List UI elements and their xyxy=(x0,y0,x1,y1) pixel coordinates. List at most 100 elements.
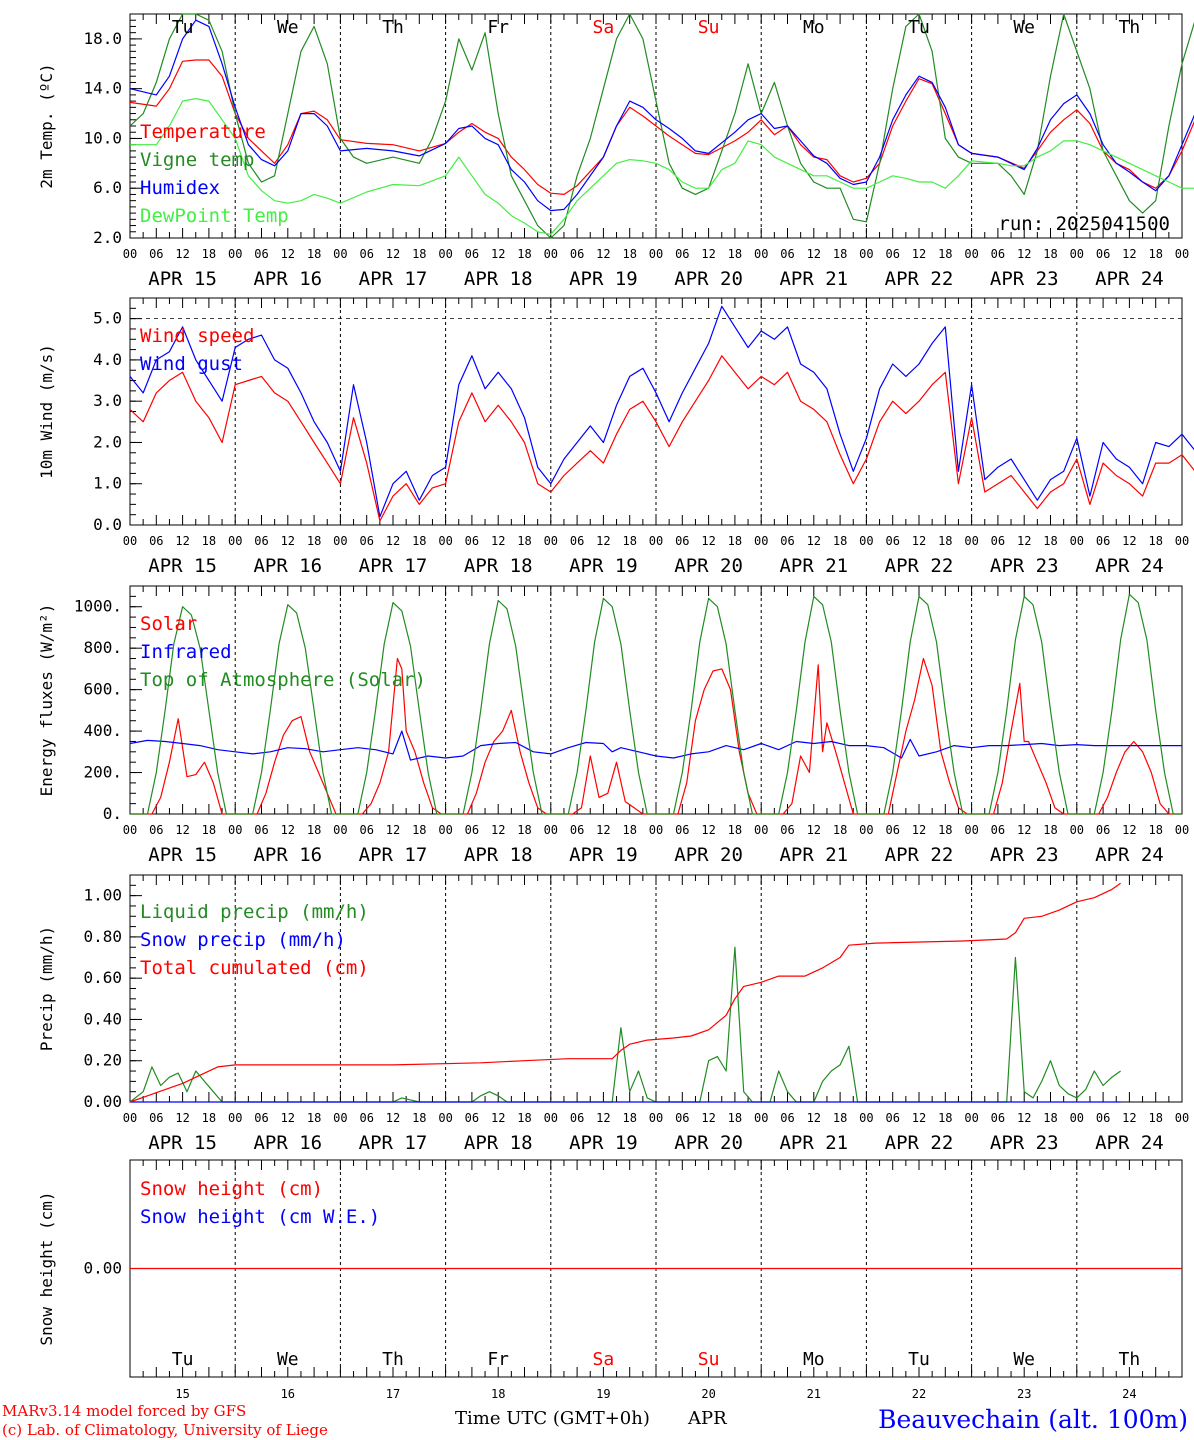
legend-entry: Top of Atmosphere (Solar) xyxy=(140,669,426,691)
x-hour-label: 00 xyxy=(1175,247,1189,261)
x-hour-label: 18 xyxy=(1043,823,1057,837)
x-hour-label: 00 xyxy=(544,823,558,837)
legend-entry: Infrared xyxy=(140,641,232,663)
x-hour-label: 00 xyxy=(123,247,137,261)
x-hour-label: 18 xyxy=(412,823,426,837)
x-date-label: APR 18 xyxy=(464,555,533,577)
x-hour-label: 00 xyxy=(228,534,242,548)
day-name: Tu xyxy=(908,1349,930,1370)
x-hour-label: 12 xyxy=(386,534,400,548)
x-hour-label: 00 xyxy=(964,823,978,837)
x-hour-label: 18 xyxy=(412,1111,426,1125)
x-hour-label: 06 xyxy=(465,247,479,261)
x-hour-label: 00 xyxy=(754,823,768,837)
x-hour-label: 06 xyxy=(149,247,163,261)
y-tick-label: 800. xyxy=(83,638,122,657)
x-hour-label: 00 xyxy=(649,534,663,548)
x-date-label: APR 16 xyxy=(253,844,322,866)
legend-entry: Snow height (cm W.E.) xyxy=(140,1206,380,1228)
x-hour-label: 06 xyxy=(991,247,1005,261)
x-date-label: APR 16 xyxy=(253,555,322,577)
y-tick-label: 0.80 xyxy=(83,927,122,946)
x-hour-label: 06 xyxy=(1096,534,1110,548)
x-hour-label: 12 xyxy=(491,247,505,261)
x-date-label: APR 22 xyxy=(885,1132,954,1154)
x-date-label: APR 20 xyxy=(674,1132,743,1154)
x-hour-label: 12 xyxy=(1122,534,1136,548)
x-hour-label: 18 xyxy=(1043,1111,1057,1125)
x-day-number: 17 xyxy=(386,1387,400,1401)
series-line-total-cumulated-cm xyxy=(129,882,1121,1103)
x-day-number: 21 xyxy=(807,1387,821,1401)
x-date-label: APR 23 xyxy=(990,268,1059,290)
x-hour-label: 12 xyxy=(1122,823,1136,837)
y-axis-label: Energy fluxes (W/m²) xyxy=(37,604,56,797)
x-hour-label: 00 xyxy=(123,1111,137,1125)
x-hour-label: 18 xyxy=(307,247,321,261)
x-hour-label: 06 xyxy=(254,534,268,548)
x-hour-label: 00 xyxy=(754,534,768,548)
series-line-wind-speed xyxy=(129,355,1194,522)
x-date-label: APR 17 xyxy=(359,844,428,866)
x-date-label: APR 15 xyxy=(148,268,217,290)
lab-credit: (c) Lab. of Climatology, University of L… xyxy=(2,1421,328,1439)
x-hour-label: 06 xyxy=(780,1111,794,1125)
y-tick-label: 1.00 xyxy=(83,886,122,905)
x-hour-label: 12 xyxy=(386,1111,400,1125)
x-axis-month: APR xyxy=(687,1408,727,1429)
x-hour-label: 18 xyxy=(307,1111,321,1125)
x-hour-label: 00 xyxy=(964,534,978,548)
x-hour-label: 00 xyxy=(228,1111,242,1125)
x-hour-label: 12 xyxy=(807,1111,821,1125)
x-date-label: APR 16 xyxy=(253,1132,322,1154)
x-hour-label: 06 xyxy=(465,534,479,548)
x-date-label: APR 15 xyxy=(148,844,217,866)
x-hour-label: 00 xyxy=(859,823,873,837)
legend-entry: Wind speed xyxy=(140,325,254,347)
y-tick-label: 18.0 xyxy=(83,29,122,48)
x-hour-label: 12 xyxy=(596,247,610,261)
legend-entry: Liquid precip (mm/h) xyxy=(140,901,369,923)
x-hour-label: 00 xyxy=(859,247,873,261)
y-tick-label: 600. xyxy=(83,680,122,699)
x-hour-label: 00 xyxy=(438,823,452,837)
x-hour-label: 06 xyxy=(991,823,1005,837)
y-axis-label: 2m Temp. (ºC) xyxy=(37,63,56,188)
legend-entry: Solar xyxy=(140,613,197,635)
model-credit: MARv3.14 model forced by GFS xyxy=(2,1402,246,1420)
day-name: We xyxy=(277,1349,299,1370)
x-date-label: APR 17 xyxy=(359,555,428,577)
x-hour-label: 18 xyxy=(412,247,426,261)
x-hour-label: 00 xyxy=(438,247,452,261)
day-name: We xyxy=(1013,17,1035,38)
day-name: Fr xyxy=(487,17,509,38)
y-tick-label: 0.00 xyxy=(83,1259,122,1278)
x-date-label: APR 24 xyxy=(1095,268,1164,290)
x-date-label: APR 23 xyxy=(990,555,1059,577)
x-hour-label: 12 xyxy=(491,1111,505,1125)
x-hour-label: 06 xyxy=(254,823,268,837)
x-date-label: APR 15 xyxy=(148,1132,217,1154)
x-hour-label: 18 xyxy=(307,534,321,548)
x-date-label: APR 19 xyxy=(569,844,638,866)
panel-1: 2.0 6.0 10.0 14.0 18.0 2m Temp. (ºC) Temperatu… xyxy=(37,13,1194,290)
x-hour-label: 18 xyxy=(1148,823,1162,837)
x-hour-label: 06 xyxy=(570,823,584,837)
y-tick-label: 0.00 xyxy=(83,1092,122,1111)
x-date-label: APR 22 xyxy=(885,844,954,866)
x-hour-label: 06 xyxy=(254,247,268,261)
x-hour-label: 00 xyxy=(333,247,347,261)
x-hour-label: 12 xyxy=(175,247,189,261)
x-date-label: APR 21 xyxy=(779,844,848,866)
x-hour-label: 06 xyxy=(570,247,584,261)
x-hour-label: 18 xyxy=(728,534,742,548)
x-hour-label: 18 xyxy=(202,823,216,837)
x-hour-label: 18 xyxy=(833,823,847,837)
x-date-label: APR 20 xyxy=(674,844,743,866)
x-hour-label: 12 xyxy=(386,247,400,261)
x-hour-label: 00 xyxy=(1175,1111,1189,1125)
legend-entry: Vigne temp xyxy=(140,149,254,171)
x-hour-label: 06 xyxy=(885,247,899,261)
x-hour-label: 12 xyxy=(912,823,926,837)
y-tick-label: 0. xyxy=(103,804,122,823)
